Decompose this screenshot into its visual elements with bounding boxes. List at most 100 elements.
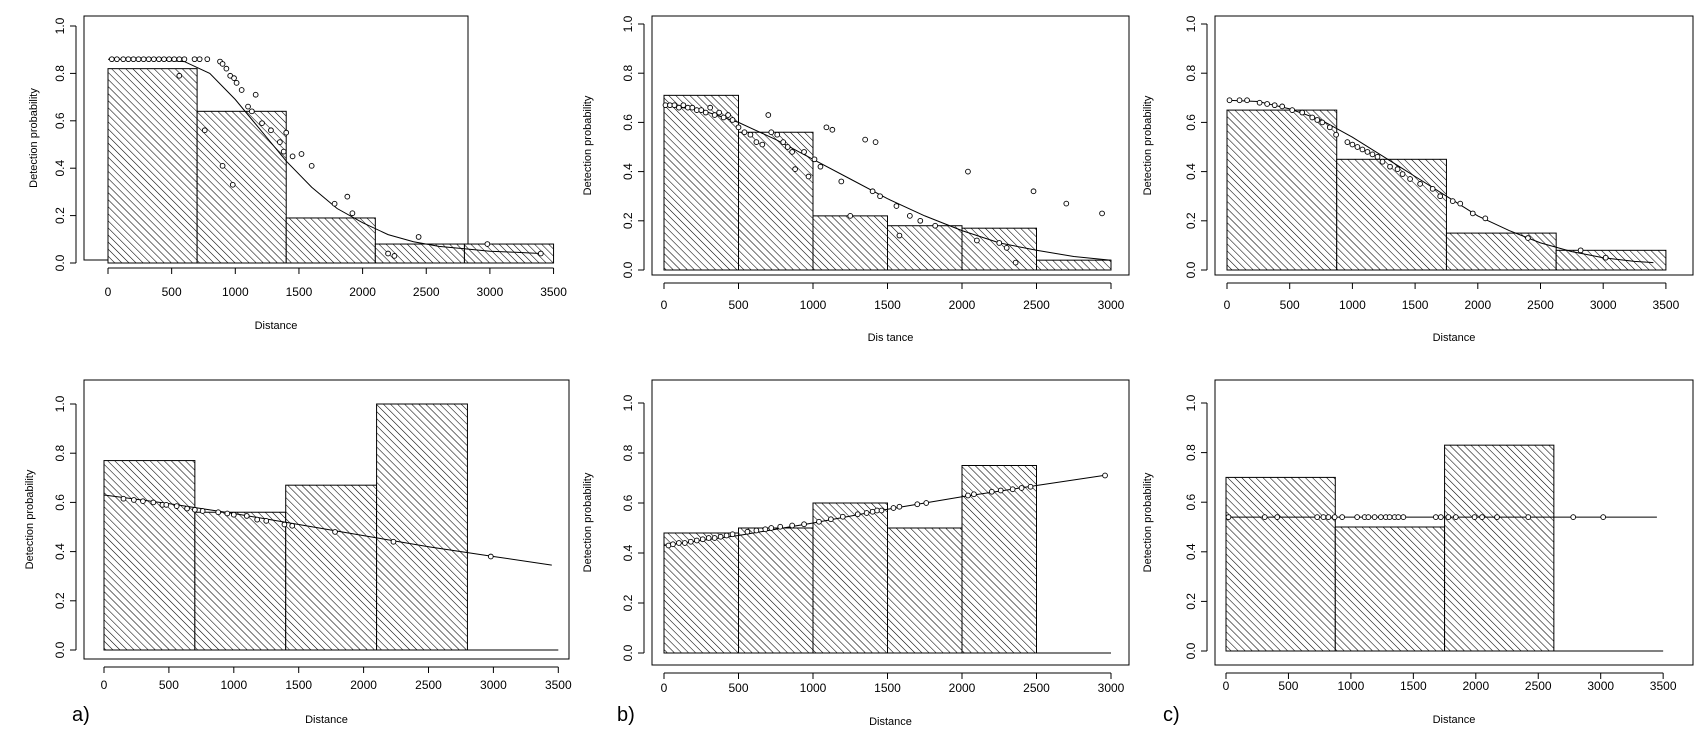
data-point xyxy=(1525,514,1532,520)
data-point xyxy=(768,525,775,531)
x-tick-label: 3500 xyxy=(1653,298,1680,312)
data-point xyxy=(1399,171,1406,177)
y-tick-label: 1.0 xyxy=(621,394,635,411)
histogram-bar xyxy=(1036,259,1112,271)
data-point xyxy=(1344,139,1351,145)
y-tick-label: 0.2 xyxy=(621,594,635,611)
y-tick-label: 0.6 xyxy=(1184,114,1198,131)
histogram-bar xyxy=(285,217,376,264)
data-point xyxy=(1349,141,1356,148)
data-point xyxy=(729,117,736,123)
fitted-curve xyxy=(663,104,1112,261)
data-point xyxy=(896,503,903,510)
data-point xyxy=(245,103,251,110)
data-point xyxy=(171,56,178,63)
data-point xyxy=(176,72,183,79)
y-axis-title: Detection probability xyxy=(582,472,594,572)
panel-letter-c: c) xyxy=(1163,704,1180,726)
data-point xyxy=(415,234,422,240)
x-tick-label: 0 xyxy=(661,681,668,695)
data-point xyxy=(131,497,137,503)
data-point xyxy=(801,149,807,155)
fitted-curve xyxy=(103,494,552,566)
data-point xyxy=(201,127,208,134)
data-point xyxy=(784,144,791,150)
data-point xyxy=(1225,514,1232,520)
x-tick-label: 0 xyxy=(1224,298,1231,312)
data-point xyxy=(281,521,288,528)
data-point xyxy=(1314,117,1321,123)
x-tick-label: 1500 xyxy=(286,285,313,299)
data-point xyxy=(717,533,724,540)
data-point xyxy=(150,499,157,506)
fitted-curve xyxy=(108,58,541,254)
data-point xyxy=(1027,483,1034,490)
histogram-bar xyxy=(663,94,739,271)
data-point xyxy=(759,141,766,148)
histogram-bar xyxy=(738,131,814,271)
x-tick-label: 3500 xyxy=(540,285,567,299)
data-point xyxy=(289,153,296,160)
x-tick-label: 0 xyxy=(101,678,108,692)
data-point xyxy=(877,193,883,200)
data-point xyxy=(1274,514,1281,520)
data-point xyxy=(801,521,807,528)
data-point xyxy=(854,511,861,518)
data-point xyxy=(176,56,183,63)
data-point xyxy=(156,56,162,63)
data-point xyxy=(906,213,913,219)
data-point xyxy=(670,541,676,548)
y-axis-title: Detection probability xyxy=(28,88,40,188)
chart-panel-bottom-b: 0 500 1000 1500 2000 2500 3000 0.0 0.2 0.4 0.6 0.8 1… xyxy=(582,379,1130,728)
data-point xyxy=(1437,514,1444,520)
data-point xyxy=(878,507,885,514)
x-tick-label: 2000 xyxy=(949,298,976,312)
x-tick-label: 2500 xyxy=(1527,298,1554,312)
data-point xyxy=(723,532,730,539)
data-point xyxy=(204,56,211,63)
y-tick-label: 0.0 xyxy=(1184,261,1198,278)
panel-letter-a: a) xyxy=(72,704,90,726)
data-point xyxy=(1226,97,1233,104)
data-point xyxy=(716,109,722,116)
data-point xyxy=(725,112,731,118)
x-tick-label: 3000 xyxy=(477,285,504,299)
x-axis-title: Dis tance xyxy=(868,332,914,344)
data-point xyxy=(391,253,398,259)
data-point xyxy=(676,540,682,546)
data-point xyxy=(298,151,305,157)
data-point xyxy=(780,139,787,145)
data-point xyxy=(1012,259,1019,266)
data-point xyxy=(702,109,709,116)
data-point xyxy=(224,510,231,517)
x-tick-label: 500 xyxy=(162,285,182,299)
x-tick-label: 3500 xyxy=(1650,679,1677,693)
chart-panel-top-b: 0 500 1000 1500 2000 2500 3000 0.0 0.2 0.4 0.6 0.8 1… xyxy=(582,15,1130,344)
data-point xyxy=(741,129,748,136)
data-point xyxy=(537,250,544,257)
data-point xyxy=(965,168,971,175)
data-point xyxy=(744,528,751,535)
x-tick-label: 2500 xyxy=(1525,679,1552,693)
y-tick-label: 0.8 xyxy=(1184,444,1198,461)
data-point xyxy=(173,503,180,509)
x-tick-label: 0 xyxy=(661,298,668,312)
data-point xyxy=(1577,247,1584,254)
data-point xyxy=(1319,119,1326,126)
data-point xyxy=(816,518,822,525)
data-point xyxy=(1244,97,1250,104)
data-point xyxy=(1452,514,1459,520)
data-point xyxy=(829,126,836,133)
data-point xyxy=(238,87,245,93)
x-axis-title: Distance xyxy=(1433,332,1476,344)
data-point xyxy=(1471,514,1478,520)
data-point xyxy=(1063,200,1070,207)
histogram-bar xyxy=(285,484,378,651)
plot-frame xyxy=(651,15,1130,276)
data-point xyxy=(762,526,769,533)
data-point xyxy=(233,80,240,86)
data-point xyxy=(243,513,250,519)
data-point xyxy=(263,517,270,524)
y-tick-label: 0.8 xyxy=(53,65,67,82)
data-point xyxy=(932,222,939,229)
